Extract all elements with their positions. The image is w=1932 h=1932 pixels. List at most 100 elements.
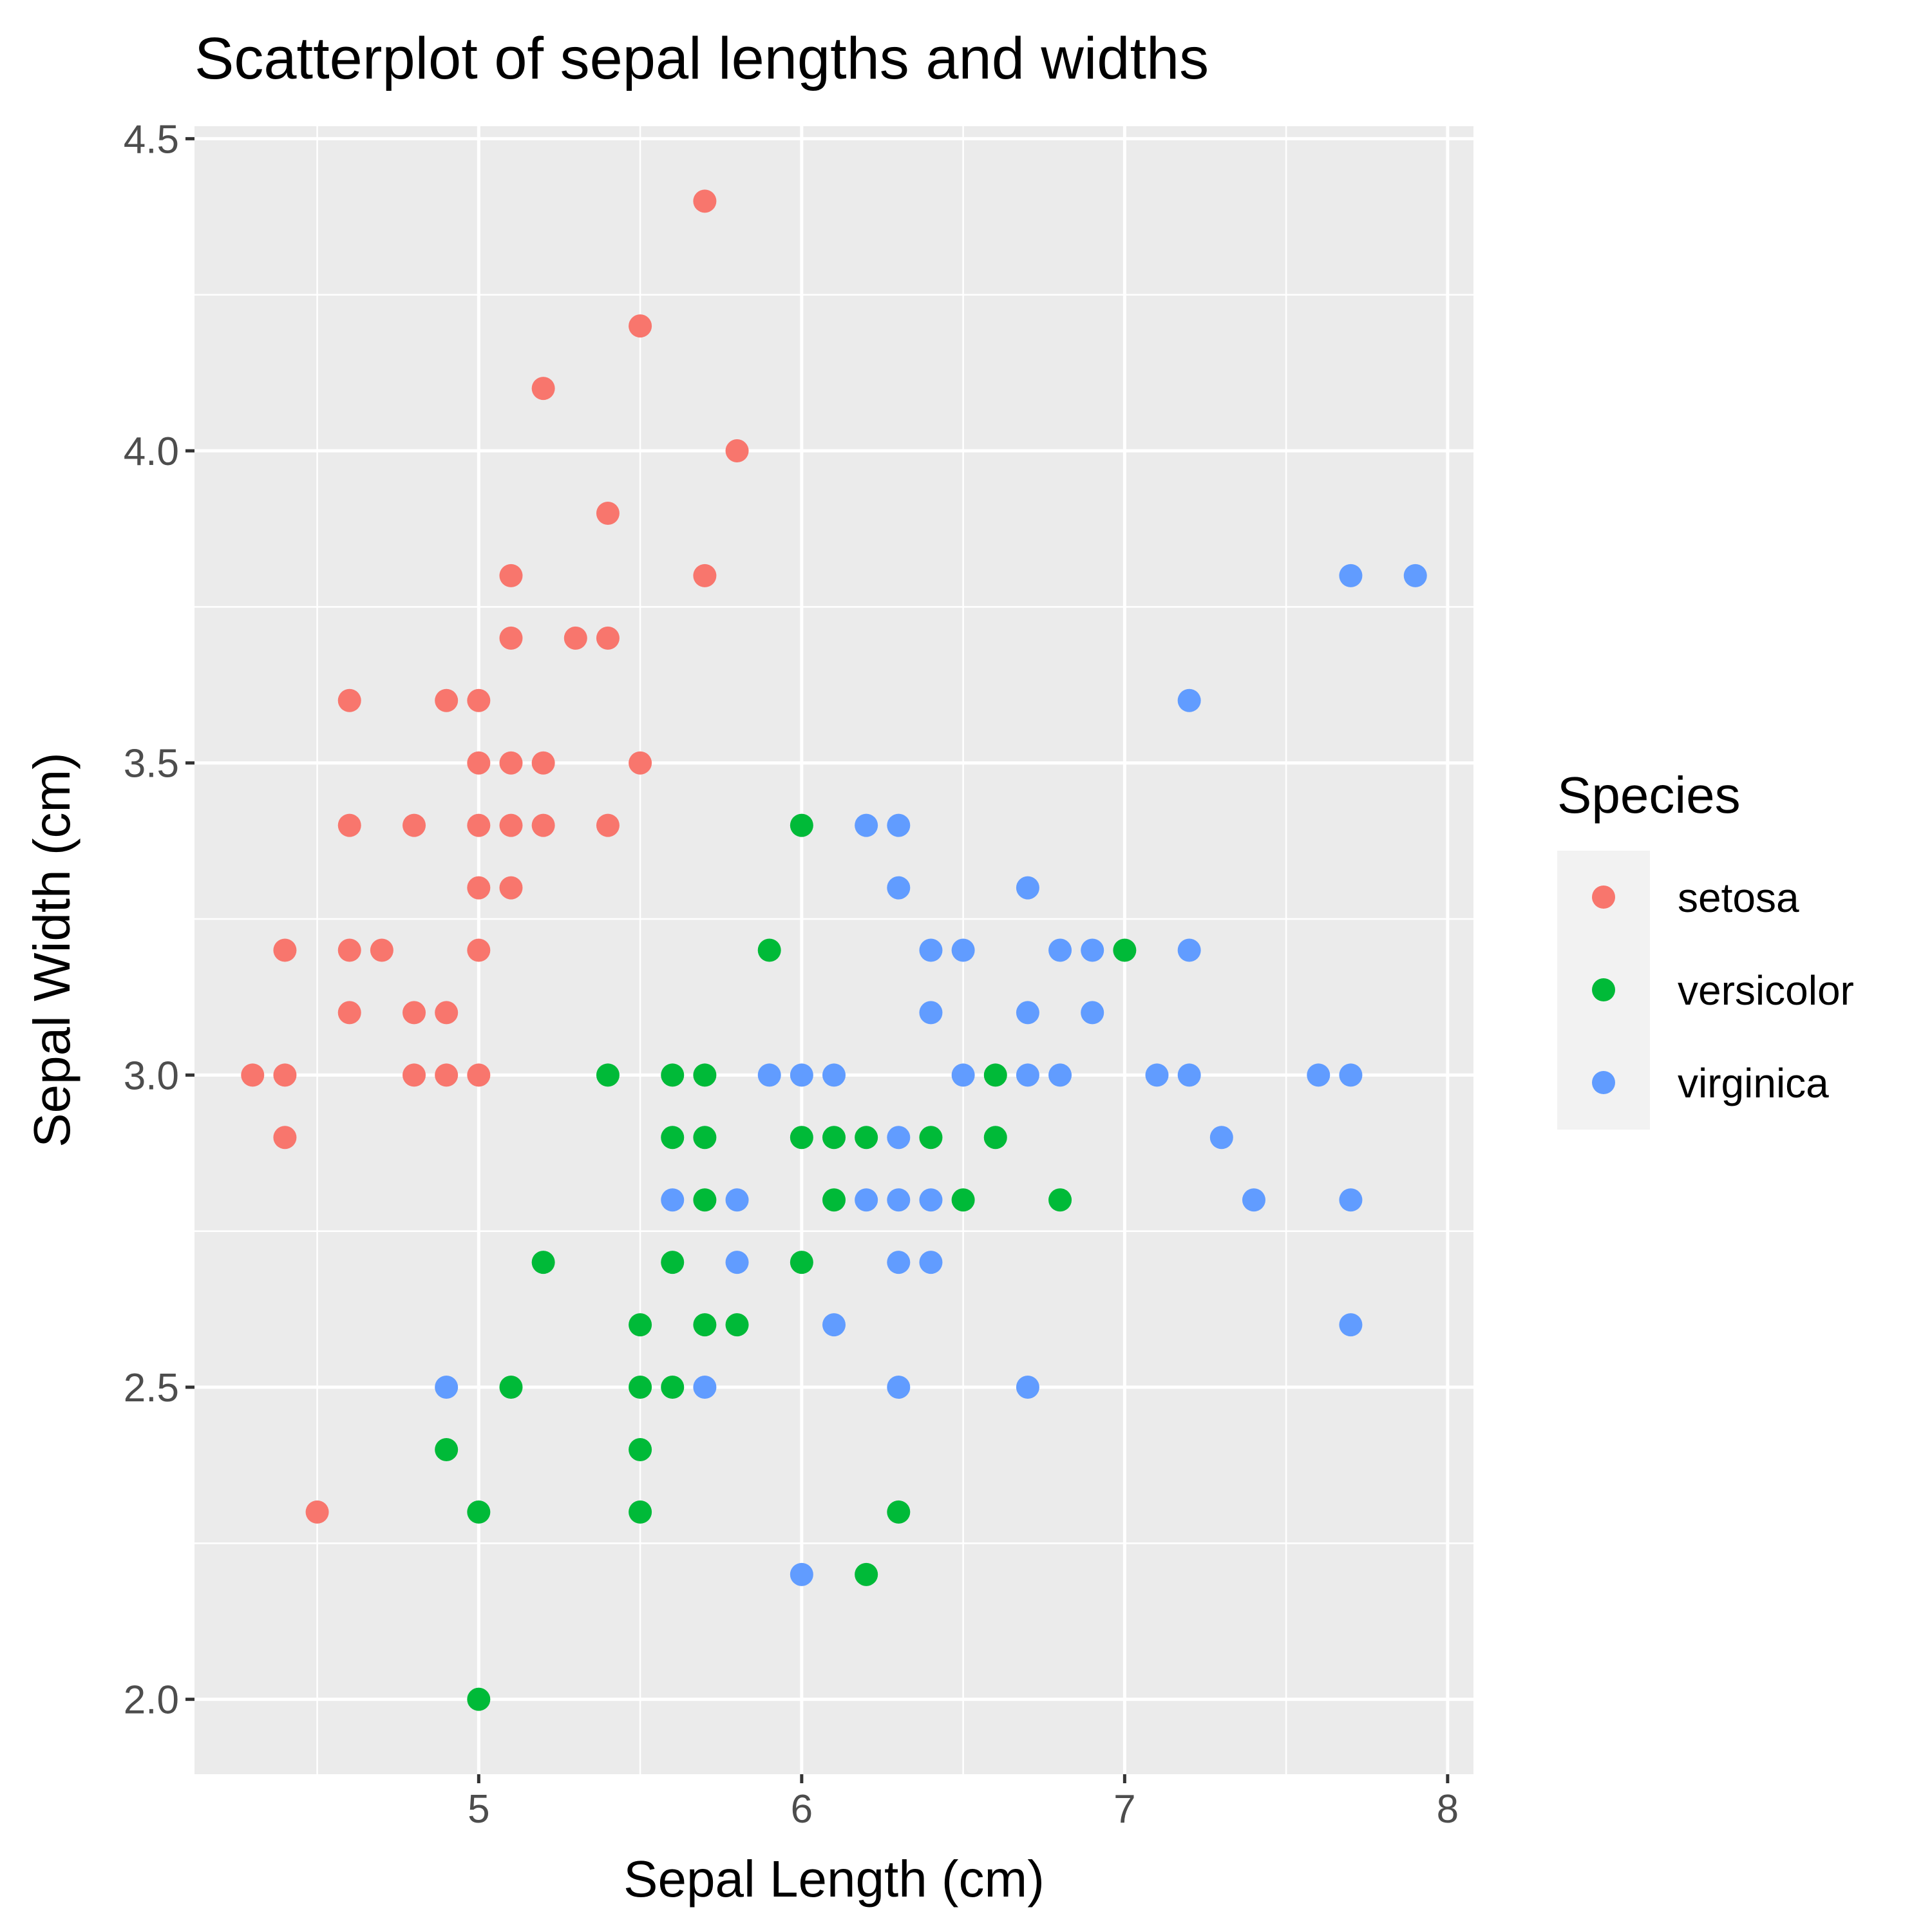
point-virginica [1177,688,1201,712]
point-virginica [725,1188,749,1212]
point-versicolor [1048,1188,1072,1212]
point-versicolor [661,1251,685,1274]
point-versicolor [919,1126,943,1150]
point-versicolor [661,1063,685,1087]
point-virginica [887,813,911,837]
point-virginica [1177,938,1201,962]
y-tick-label: 3.0 [124,1054,179,1098]
point-setosa [435,1063,459,1087]
point-versicolor [757,938,781,962]
point-versicolor [790,813,813,837]
point-virginica [822,1313,846,1337]
point-versicolor [855,1126,878,1150]
y-tick-label: 4.0 [124,430,179,474]
point-virginica [951,1063,975,1087]
point-versicolor [499,1376,523,1399]
point-versicolor [629,1313,652,1337]
point-virginica [887,876,911,900]
point-setosa [531,377,555,401]
point-setosa [725,439,749,463]
point-versicolor [531,1251,555,1274]
point-versicolor [790,1126,813,1150]
point-virginica [919,1188,943,1212]
point-versicolor [629,1376,652,1399]
point-versicolor [693,1063,717,1087]
point-virginica [1016,876,1039,900]
y-tick-label: 2.0 [124,1678,179,1723]
point-versicolor [629,1437,652,1461]
point-setosa [693,564,717,587]
point-virginica [855,813,878,837]
point-versicolor [983,1126,1007,1150]
point-setosa [499,876,523,900]
point-versicolor [887,1500,911,1524]
point-setosa [564,626,587,650]
point-virginica [1145,1063,1169,1087]
point-setosa [499,813,523,837]
point-virginica [919,938,943,962]
point-virginica [435,1376,459,1399]
point-virginica [1081,1001,1104,1025]
point-virginica [887,1188,911,1212]
point-setosa [629,751,652,775]
point-setosa [435,688,459,712]
point-setosa [467,1063,491,1087]
point-setosa [467,813,491,837]
point-setosa [596,626,620,650]
point-virginica [1242,1188,1265,1212]
point-setosa [531,813,555,837]
point-setosa [337,688,361,712]
x-tick-label: 5 [468,1787,489,1832]
point-setosa [499,626,523,650]
point-virginica [1307,1063,1331,1087]
point-setosa [337,813,361,837]
point-virginica [822,1063,846,1087]
point-versicolor [435,1437,459,1461]
y-axis-title: Sepal Width (cm) [23,752,80,1147]
point-virginica [1339,1188,1363,1212]
point-versicolor [693,1126,717,1150]
point-virginica [887,1126,911,1150]
chart-title: Scatterplot of sepal lengths and widths [194,26,1209,91]
point-virginica [757,1063,781,1087]
point-virginica [1209,1126,1233,1150]
point-virginica [693,1376,717,1399]
point-setosa [337,938,361,962]
x-tick-label: 8 [1437,1787,1459,1832]
point-setosa [273,1126,297,1150]
legend: Species setosa versicolor virginica [1557,766,1854,1130]
point-setosa [241,1063,265,1087]
point-setosa [435,1001,459,1025]
y-tick-labels: 2.0 2.5 3.0 3.5 4.0 4.5 [124,117,179,1722]
point-setosa [499,751,523,775]
plot-panel [194,126,1473,1774]
point-virginica [1048,938,1072,962]
point-virginica [1048,1063,1072,1087]
point-versicolor [629,1500,652,1524]
point-setosa [467,688,491,712]
point-setosa [693,189,717,213]
point-setosa [467,876,491,900]
point-setosa [370,938,393,962]
point-virginica [919,1001,943,1025]
point-virginica [661,1188,685,1212]
point-versicolor [693,1188,717,1212]
point-versicolor [596,1063,620,1087]
point-versicolor [467,1500,491,1524]
point-setosa [596,501,620,525]
point-setosa [467,938,491,962]
point-versicolor [661,1376,685,1399]
point-setosa [596,813,620,837]
point-virginica [1403,564,1427,587]
point-virginica [887,1251,911,1274]
point-virginica [725,1251,749,1274]
point-setosa [273,938,297,962]
point-versicolor [661,1126,685,1150]
point-setosa [499,564,523,587]
y-tick-label: 2.5 [124,1366,179,1410]
point-setosa [273,1063,297,1087]
point-versicolor [983,1063,1007,1087]
point-setosa [305,1500,329,1524]
x-tick-labels: 5 6 7 8 [468,1787,1459,1832]
